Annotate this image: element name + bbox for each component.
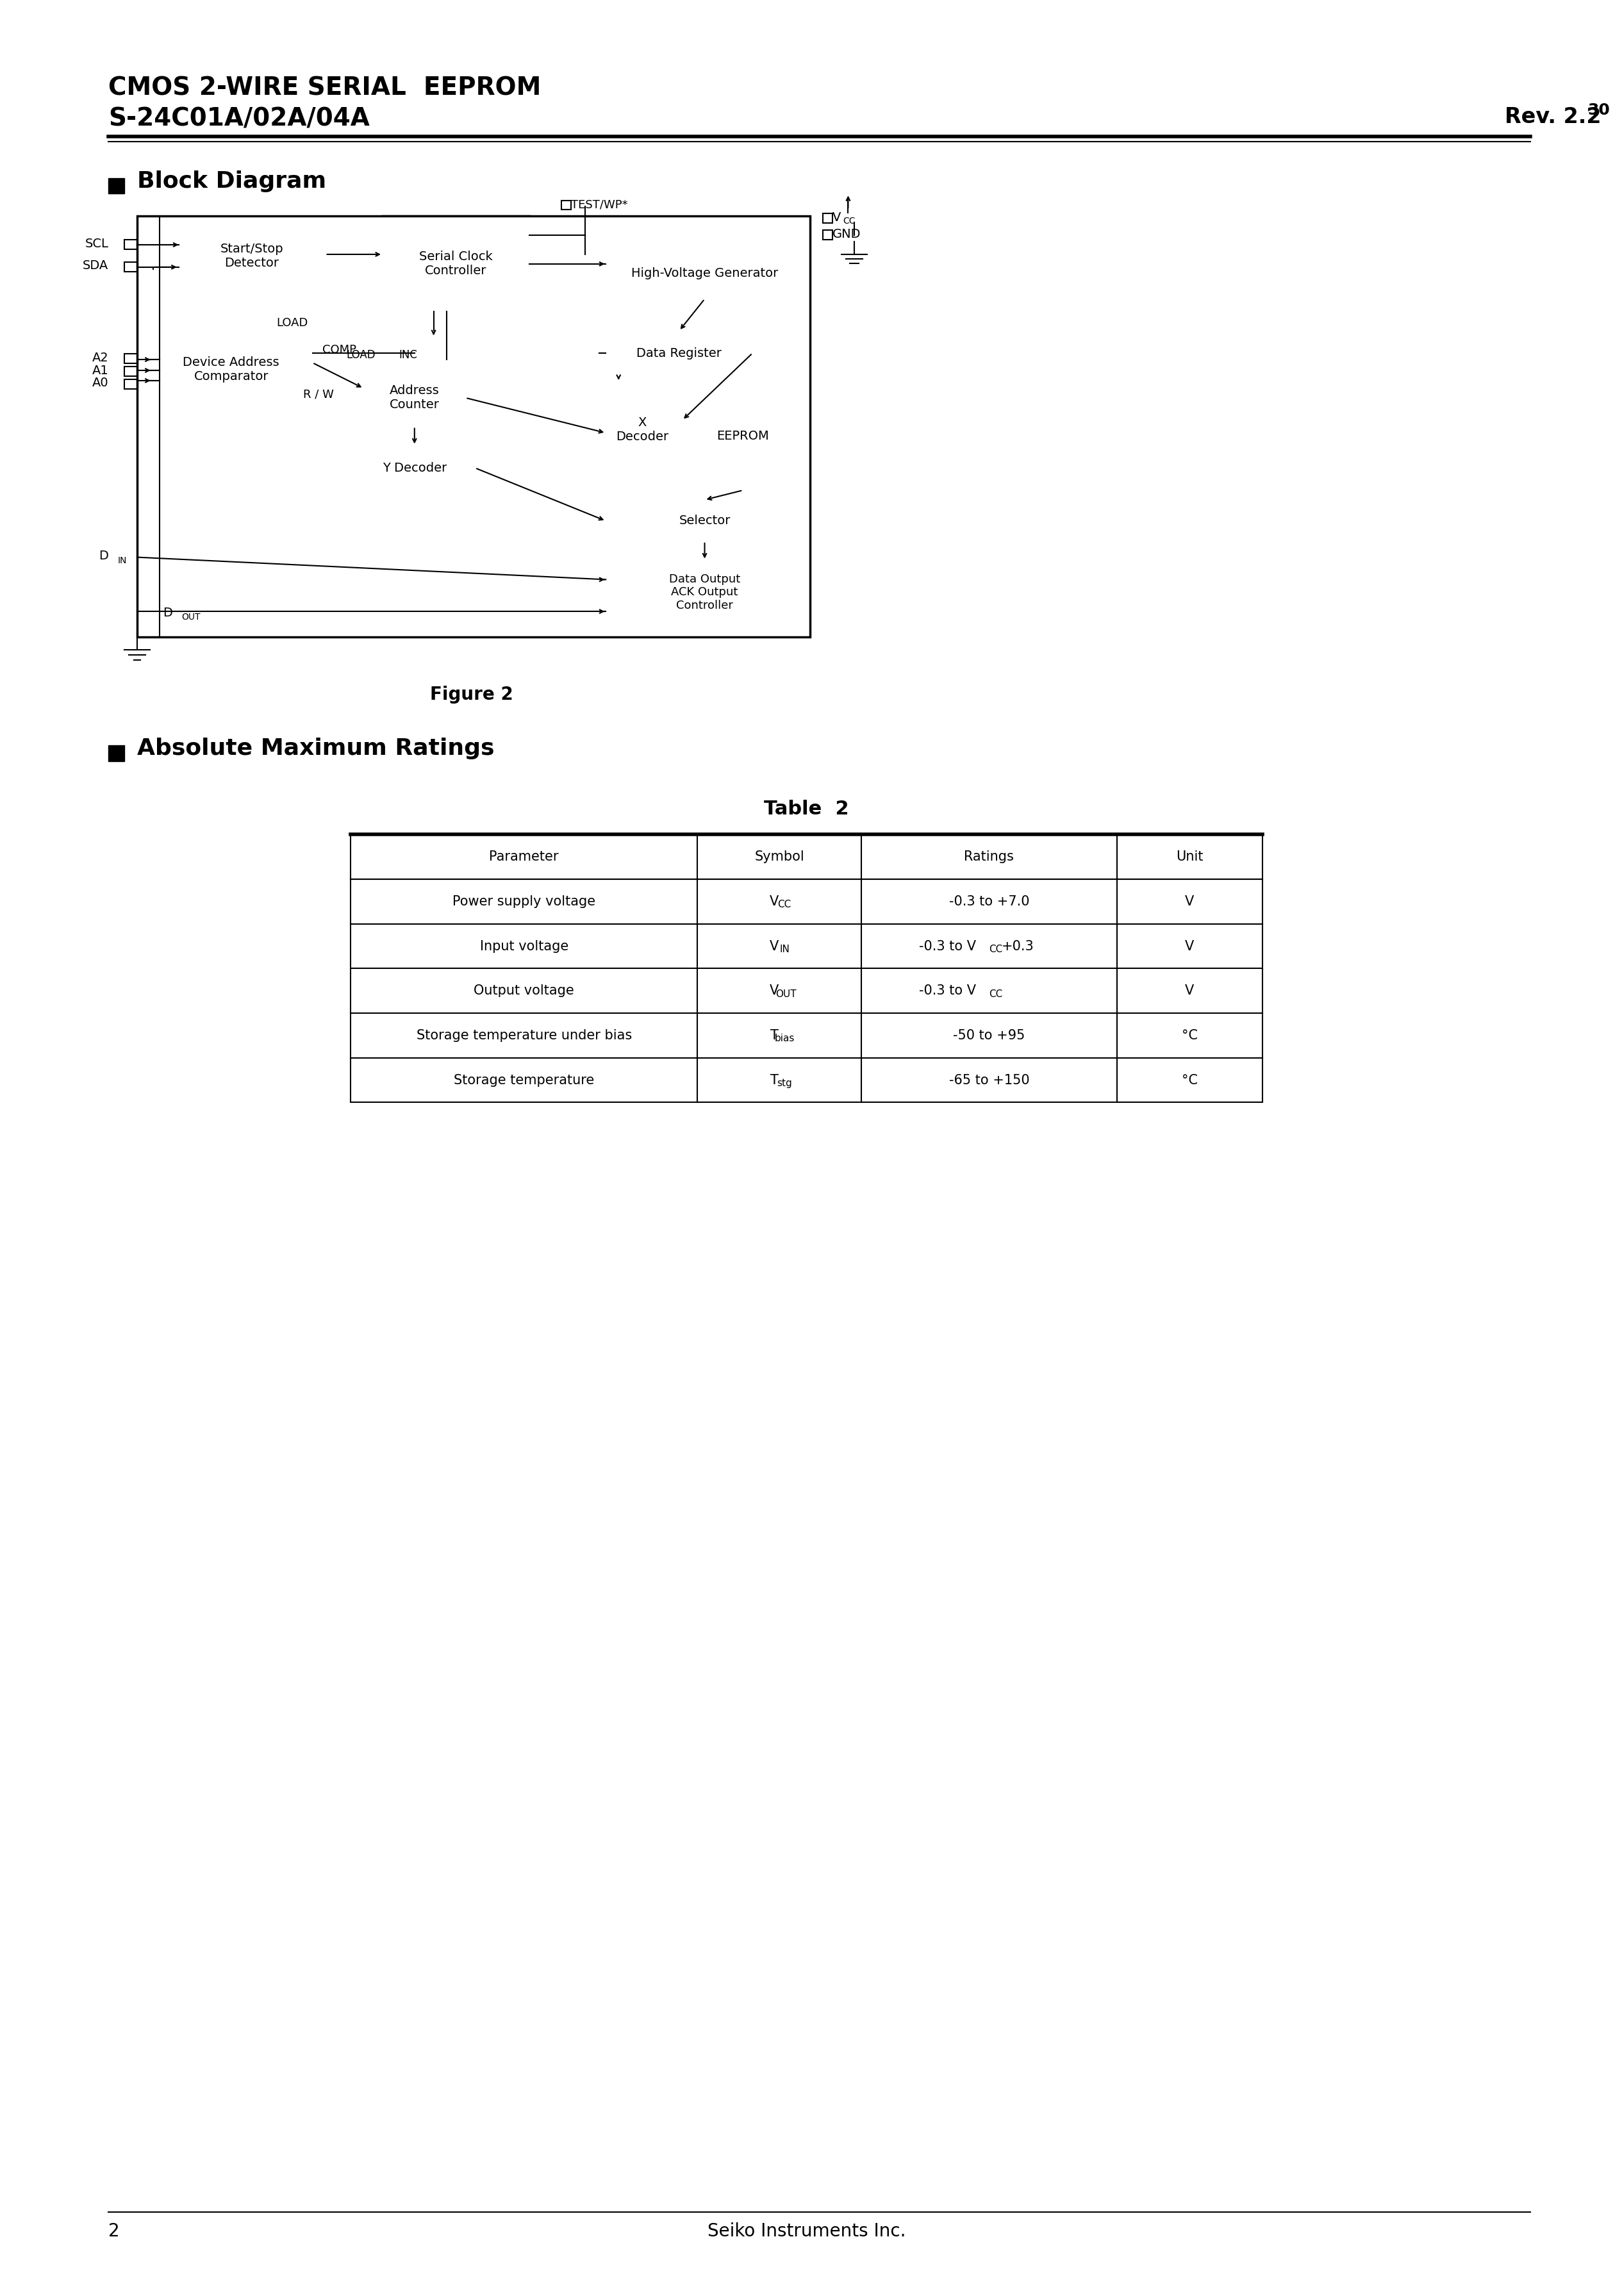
Polygon shape [561,200,571,209]
Text: Address
Counter: Address Counter [389,386,440,411]
Polygon shape [125,262,138,271]
Text: Storage temperature: Storage temperature [454,1075,594,1086]
Text: D: D [99,549,109,563]
Text: OUT: OUT [775,990,796,999]
Text: D: D [162,606,172,620]
Text: Absolute Maximum Ratings: Absolute Maximum Ratings [138,737,495,760]
Text: LOAD: LOAD [347,349,376,360]
Text: CC: CC [777,900,792,909]
Text: V: V [1186,895,1194,907]
Text: INC: INC [399,349,417,360]
Text: Unit: Unit [1176,850,1204,863]
Text: bias: bias [774,1033,795,1042]
Text: -50 to +95: -50 to +95 [954,1029,1025,1042]
Text: Parameter: Parameter [490,850,558,863]
Text: IN: IN [779,944,790,955]
Text: Power supply voltage: Power supply voltage [453,895,595,907]
Polygon shape [109,177,125,193]
Text: stg: stg [777,1079,792,1088]
Text: TEST/WP*: TEST/WP* [571,200,628,211]
Text: Data Register: Data Register [636,347,722,358]
Text: CC: CC [989,944,1002,955]
Text: R / W: R / W [303,388,334,400]
Text: IN: IN [118,556,127,565]
Text: Rev. 2.2: Rev. 2.2 [1505,106,1601,129]
Text: +0.3: +0.3 [1002,939,1035,953]
Text: CC: CC [843,216,855,225]
Text: Serial Clock
Controller: Serial Clock Controller [418,250,493,278]
Text: A1: A1 [92,365,109,377]
Polygon shape [125,239,138,250]
Text: Storage temperature under bias: Storage temperature under bias [417,1029,631,1042]
Text: High-Voltage Generator: High-Voltage Generator [631,266,779,280]
Text: GND: GND [832,227,861,241]
Text: CC: CC [989,990,1002,999]
Polygon shape [125,354,138,363]
Text: Ratings: Ratings [963,850,1014,863]
Text: SCL: SCL [84,236,109,250]
Polygon shape [605,331,753,377]
Text: V: V [1186,985,1194,996]
Polygon shape [605,501,803,542]
Text: V: V [770,939,779,953]
Text: COMP: COMP [323,344,355,356]
Text: °C: °C [1182,1029,1197,1042]
Text: -0.3 to +7.0: -0.3 to +7.0 [949,895,1030,907]
Polygon shape [363,370,466,427]
Polygon shape [605,560,803,625]
Text: Symbol: Symbol [754,850,805,863]
Text: Start/Stop
Detector: Start/Stop Detector [221,243,284,269]
Text: Block Diagram: Block Diagram [138,170,326,193]
Text: T: T [770,1075,779,1086]
Text: X
Decoder: X Decoder [616,416,668,443]
Polygon shape [383,216,529,312]
Text: SDA: SDA [83,259,109,271]
Text: Input voltage: Input voltage [480,939,568,953]
Polygon shape [605,381,680,491]
Text: V: V [832,211,840,223]
Text: A0: A0 [92,377,109,390]
Text: A2: A2 [92,351,109,363]
Text: V: V [770,895,779,907]
Text: Y Decoder: Y Decoder [383,461,446,473]
Text: V: V [1186,939,1194,953]
Polygon shape [683,381,803,491]
Polygon shape [149,338,313,402]
Text: CMOS 2-WIRE SERIAL  EEPROM: CMOS 2-WIRE SERIAL EEPROM [109,76,542,101]
Text: EEPROM: EEPROM [717,429,769,443]
Polygon shape [125,367,138,377]
Polygon shape [822,230,832,239]
Text: Figure 2: Figure 2 [430,684,514,703]
Text: 2: 2 [109,2223,120,2241]
Text: Output voltage: Output voltage [474,985,574,996]
Polygon shape [354,445,475,491]
Polygon shape [125,379,138,388]
Text: Data Output
ACK Output
Controller: Data Output ACK Output Controller [668,574,740,611]
Text: °C: °C [1182,1075,1197,1086]
Text: Selector: Selector [680,514,730,526]
Text: OUT: OUT [182,613,201,622]
Polygon shape [109,746,125,762]
Polygon shape [605,248,803,298]
Text: Seiko Instruments Inc.: Seiko Instruments Inc. [707,2223,905,2241]
Polygon shape [178,225,326,287]
Text: S-24C01A/02A/04A: S-24C01A/02A/04A [109,106,370,131]
Text: -0.3 to V: -0.3 to V [920,939,976,953]
Text: LOAD: LOAD [276,317,308,328]
Polygon shape [822,214,832,223]
Text: T: T [770,1029,779,1042]
Text: -0.3 to V: -0.3 to V [920,985,976,996]
Text: -65 to +150: -65 to +150 [949,1075,1030,1086]
Text: 30: 30 [1588,103,1611,117]
Polygon shape [138,216,809,636]
Text: V: V [770,985,779,996]
Text: Device Address
Comparator: Device Address Comparator [183,356,279,381]
Text: Table  2: Table 2 [764,799,850,817]
